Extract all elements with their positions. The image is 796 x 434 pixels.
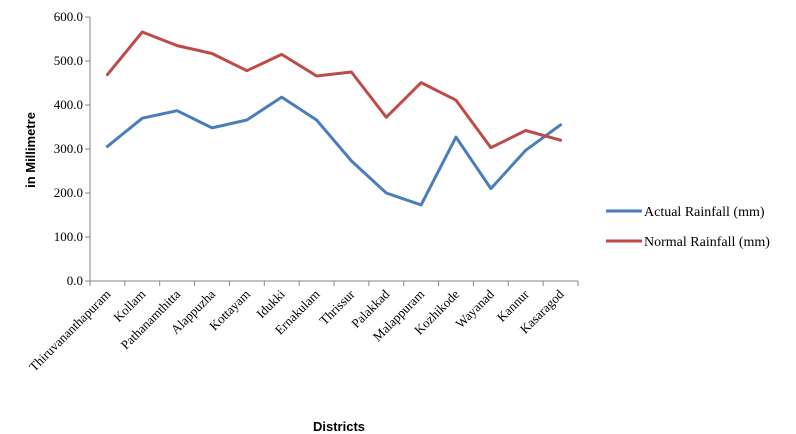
x-axis-title: Districts — [313, 419, 365, 434]
legend: Actual Rainfall (mm) Normal Rainfall (mm) — [606, 205, 770, 250]
legend-label: Actual Rainfall (mm) — [644, 205, 765, 220]
x-axis-ticks: ThiruvananthapuramKollamPathanamthittaAl… — [26, 281, 579, 375]
y-tick-label: 400.0 — [54, 97, 83, 112]
y-axis-ticks: 0.0 100.0 200.0 300.0 400.0 500.0 600.0 — [54, 9, 90, 288]
series-line-normal — [105, 30, 563, 150]
y-tick-label: 600.0 — [54, 9, 83, 24]
y-axis-title: in Millimetre — [23, 112, 38, 188]
series-line-actual — [105, 95, 563, 207]
y-tick-label: 300.0 — [54, 141, 83, 156]
y-tick-label: 0.0 — [67, 273, 83, 288]
series-layer — [105, 30, 563, 207]
x-tick-label: Thiruvananthapuram — [26, 287, 114, 375]
x-tick-label: Wayanad — [452, 286, 497, 331]
y-tick-label: 500.0 — [54, 53, 83, 68]
y-tick-label: 200.0 — [54, 185, 83, 200]
y-tick-label: 100.0 — [54, 229, 83, 244]
legend-label: Normal Rainfall (mm) — [644, 235, 770, 250]
